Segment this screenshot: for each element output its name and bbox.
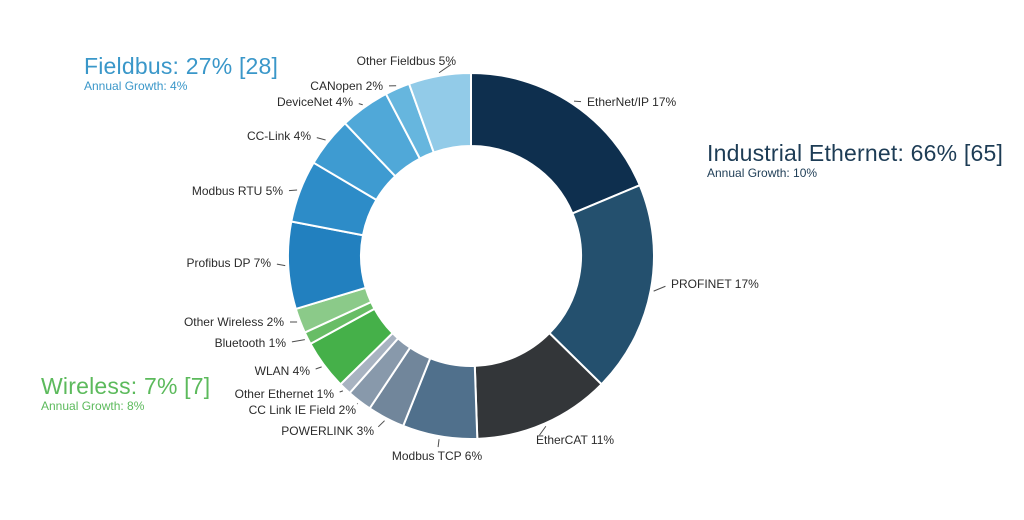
leader-line-modbus-tcp [437, 439, 440, 448]
slice-label-cc-link-ie-field: CC Link IE Field 2% [249, 403, 357, 417]
leader-line-cc-link [316, 137, 326, 141]
leader-line-modbus-rtu [288, 189, 298, 192]
leader-line-profinet [653, 285, 666, 292]
industrial-ethernet-annual-growth: Annual Growth: 10% [707, 166, 818, 181]
leader-line-devicenet [358, 103, 363, 106]
leader-line-other-ethernet [339, 390, 344, 393]
leader-line-powerlink [377, 420, 385, 428]
slice-label-cc-link: CC-Link 4% [247, 129, 311, 143]
industrial-ethernet-share-title: Industrial Ethernet: 66% [65] [707, 140, 1004, 166]
donut-slice-ethernet-ip [470, 71, 642, 215]
fieldbus-annual-growth: Annual Growth: 4% [84, 79, 188, 94]
leader-line-profibus-dp [276, 263, 286, 267]
slice-label-modbus-rtu: Modbus RTU 5% [192, 184, 283, 198]
wireless-share-title: Wireless: 7% [7] [41, 373, 211, 399]
group-label-wireless: Wireless: 7% [7] Annual Growth: 8% [41, 373, 211, 414]
slice-label-profibus-dp: Profibus DP 7% [187, 256, 272, 270]
slice-label-powerlink: POWERLINK 3% [281, 424, 374, 438]
donut-slice-profinet [548, 183, 655, 386]
slice-label-wlan: WLAN 4% [255, 364, 311, 378]
fieldbus-share-title: Fieldbus: 27% [28] [84, 53, 279, 79]
slice-label-bluetooth: Bluetooth 1% [215, 336, 287, 350]
group-label-fieldbus: Fieldbus: 27% [28] Annual Growth: 4% [84, 53, 279, 94]
donut-slice-other-fieldbus [407, 71, 472, 154]
wireless-annual-growth: Annual Growth: 8% [41, 399, 145, 414]
slice-label-devicenet: DeviceNet 4% [277, 95, 353, 109]
slice-label-canopen: CANopen 2% [310, 79, 383, 93]
leader-line-other-fieldbus [438, 64, 452, 74]
slice-label-profinet: PROFINET 17% [671, 277, 759, 291]
leader-line-ethercat [539, 425, 547, 436]
group-label-industrial-ethernet: Industrial Ethernet: 66% [65] Annual Gro… [707, 140, 1004, 181]
slice-label-other-ethernet: Other Ethernet 1% [235, 387, 335, 401]
slice-label-ethercat: EtherCAT 11% [536, 433, 614, 447]
slice-label-ethernet-ip: EtherNet/IP 17% [587, 95, 676, 109]
slice-label-modbus-tcp: Modbus TCP 6% [392, 449, 483, 463]
slice-label-other-fieldbus: Other Fieldbus 5% [357, 54, 457, 68]
slice-label-other-wireless: Other Wireless 2% [184, 315, 284, 329]
leader-line-wlan [315, 366, 322, 370]
leader-line-bluetooth [291, 339, 305, 343]
